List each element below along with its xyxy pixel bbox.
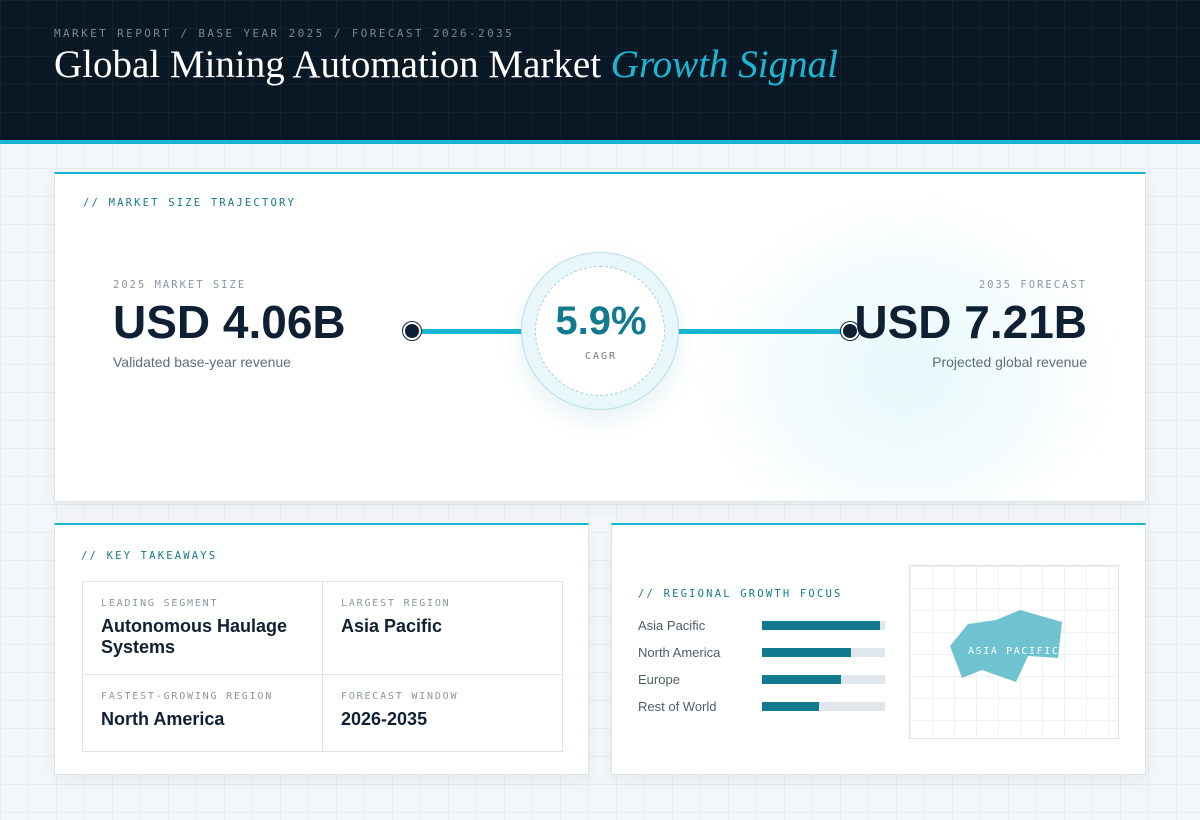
base-year-label: 2025 MARKET SIZE [113,279,247,291]
takeaway-label: FASTEST-GROWING REGION [101,691,274,702]
asia-pacific-shape [950,610,1062,682]
takeaway-value: North America [101,709,225,729]
base-year-description: Validated base-year revenue [113,354,291,370]
takeaway-largest-region: LARGEST REGION Asia Pacific [323,582,562,675]
forecast-marker [841,322,859,340]
takeaway-label: LEADING SEGMENT [101,598,219,609]
trajectory-line-right [667,329,847,334]
region-map: ASIA PACIFIC [909,565,1119,739]
map-region-label: ASIA PACIFIC [968,646,1060,657]
region-name: North America [638,645,721,660]
regional-bars: Asia Pacific North America Europe Rest o… [638,617,888,725]
region-bar-row: Asia Pacific [638,617,888,644]
forecast-label: 2035 FORECAST [978,279,1087,291]
region-bar-fill [762,648,851,657]
base-year-value: USD 4.06B [113,296,346,348]
region-name: Rest of World [638,699,717,714]
region-bar-row: Europe [638,671,888,698]
cagr-badge: 5.9% CAGR [521,252,679,410]
page-title-accent: Growth Signal [610,43,838,86]
regional-section-label: // REGIONAL GROWTH FOCUS [638,588,843,600]
page-title: Global Mining Automation Market Growth S… [54,42,838,87]
cagr-label: CAGR [584,351,618,362]
takeaway-label: FORECAST WINDOW [341,691,459,702]
takeaways-section-label: // KEY TAKEAWAYS [81,550,218,562]
region-bar-track [762,702,885,711]
region-bar-fill [762,621,881,630]
page-title-main: Global Mining Automation Market [54,43,602,86]
key-takeaways-card: // KEY TAKEAWAYS LEADING SEGMENT Autonom… [54,523,589,775]
region-bar-fill [762,702,819,711]
takeaway-value: Autonomous Haulage Systems [101,616,288,657]
report-header: MARKET REPORT / BASE YEAR 2025 / FORECAS… [0,0,1200,144]
trajectory-section-label: // MARKET SIZE TRAJECTORY [83,197,297,209]
takeaway-forecast-window: FORECAST WINDOW 2026-2035 [323,675,562,751]
takeaway-value: Asia Pacific [341,616,443,636]
region-bar-track [762,675,885,684]
region-bar-track [762,621,885,630]
base-year-marker [403,322,421,340]
region-bar-row: Rest of World [638,698,888,725]
trajectory-line-left [420,329,530,334]
forecast-value: USD 7.21B [854,296,1087,348]
takeaways-grid: LEADING SEGMENT Autonomous Haulage Syste… [82,581,563,752]
forecast-glow [695,194,1115,501]
cagr-inner-ring: 5.9% CAGR [535,266,665,396]
regional-growth-card: // REGIONAL GROWTH FOCUS Asia Pacific No… [611,523,1146,775]
region-name: Europe [638,672,680,687]
forecast-description: Projected global revenue [932,354,1087,370]
cagr-value: 5.9% [555,299,647,343]
asia-pacific-map-icon [950,610,1062,682]
takeaway-leading-segment: LEADING SEGMENT Autonomous Haulage Syste… [83,582,323,675]
region-name: Asia Pacific [638,618,706,633]
region-bar-track [762,648,885,657]
takeaway-fastest-growing-region: FASTEST-GROWING REGION North America [83,675,323,751]
market-size-trajectory-card: // MARKET SIZE TRAJECTORY 2025 MARKET SI… [54,172,1146,502]
report-eyebrow: MARKET REPORT / BASE YEAR 2025 / FORECAS… [54,27,515,40]
takeaway-label: LARGEST REGION [341,598,451,609]
region-bar-fill [762,675,841,684]
region-bar-row: North America [638,644,888,671]
takeaway-value: 2026-2035 [341,709,428,729]
